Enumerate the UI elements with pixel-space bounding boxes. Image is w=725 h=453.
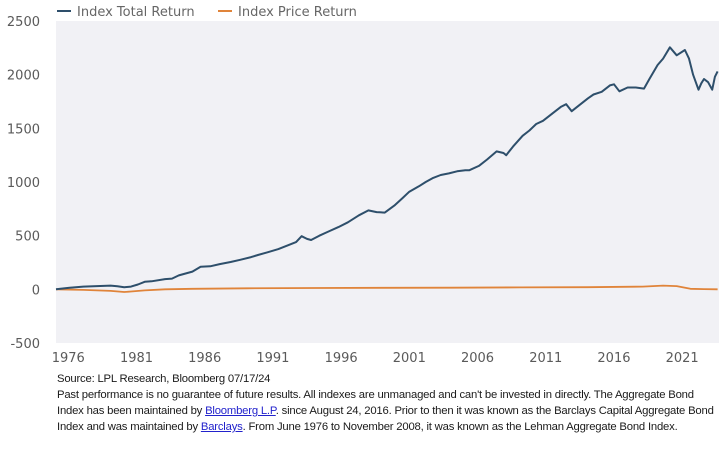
disclaimer: Past performance is no guarantee of futu…: [57, 387, 717, 435]
disclaimer-text-2: . since August 24, 2016. Prior to then i…: [57, 405, 714, 433]
y-tick-label: 500: [15, 230, 40, 245]
legend-label: Index Price Return: [238, 5, 357, 20]
line-chart: Index Total Return Index Price Return 250…: [7, 5, 719, 366]
disclaimer-text-3: . From June 1976 to November 2008, it wa…: [242, 421, 678, 433]
y-axis: 2500 2000 1500 1000 500 0 -500: [7, 15, 40, 352]
y-tick-label: 0: [32, 283, 40, 298]
x-tick-label: 1976: [52, 351, 85, 366]
y-tick-label: 2000: [7, 69, 40, 84]
series-line-price-return: [55, 284, 718, 293]
y-tick-label: 1000: [7, 176, 40, 191]
bloomberg-link[interactable]: Bloomberg L.P: [205, 405, 276, 417]
legend: Index Total Return Index Price Return: [57, 5, 357, 20]
series-line-total-return: [55, 46, 719, 291]
x-tick-label: 1986: [188, 351, 221, 366]
x-tick-label: 2001: [393, 351, 426, 366]
x-tick-label: 2021: [666, 351, 699, 366]
series-lines: [55, 46, 719, 293]
x-tick-label: 1981: [120, 351, 153, 366]
x-axis: 1976 1981 1986 1991 1996 2001 2006 2011 2016 2021: [52, 351, 699, 366]
footnotes: Source: LPL Research, Bloomberg 07/17/24…: [57, 371, 717, 435]
x-tick-label: 2016: [597, 351, 630, 366]
y-tick-label: 1500: [7, 122, 40, 137]
y-tick-label: 2500: [7, 15, 40, 30]
barclays-link[interactable]: Barclays: [200, 421, 243, 433]
x-tick-label: 2006: [461, 351, 494, 366]
legend-label: Index Total Return: [77, 5, 195, 20]
plot-area: [56, 21, 719, 343]
source-note: Source: LPL Research, Bloomberg 07/17/24: [57, 373, 271, 385]
x-tick-label: 1991: [256, 351, 289, 366]
x-tick-label: 1996: [325, 351, 358, 366]
x-tick-label: 2011: [529, 351, 562, 366]
y-tick-label: -500: [10, 337, 40, 352]
disclaimer-text-1: Past performance is no guarantee of futu…: [57, 389, 694, 417]
